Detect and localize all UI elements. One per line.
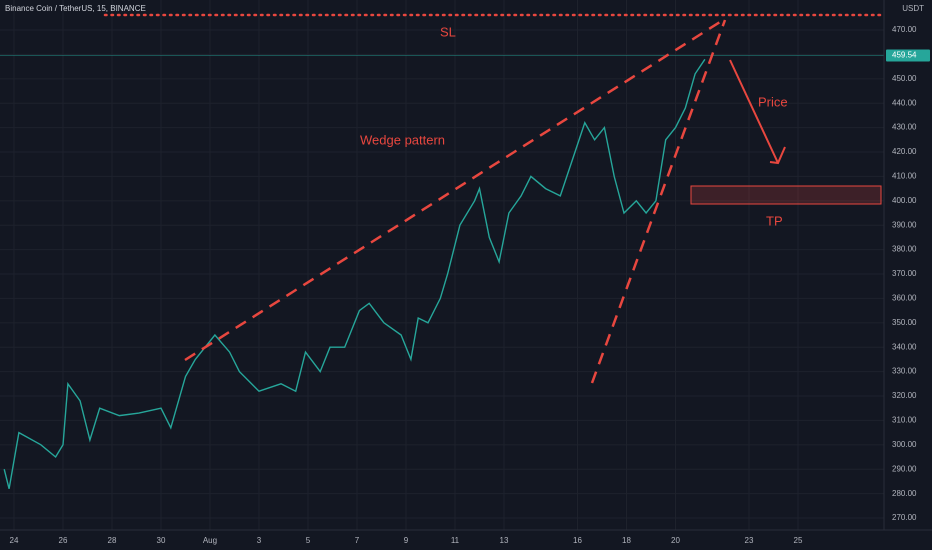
sl-label: SL <box>440 24 456 39</box>
x-tick-label: 11 <box>451 536 460 545</box>
wedge-lower <box>590 19 727 384</box>
y-tick-label: 400.00 <box>892 196 917 205</box>
y-tick-label: 320.00 <box>892 391 917 400</box>
y-tick-label: 430.00 <box>892 123 917 132</box>
y-tick-label: 290.00 <box>892 464 917 473</box>
y-tick-label: 300.00 <box>892 440 917 449</box>
x-tick-label: 9 <box>404 536 409 545</box>
y-tick-label: 340.00 <box>892 342 917 351</box>
x-tick-label: Aug <box>203 536 217 545</box>
y-tick-label: 440.00 <box>892 98 917 107</box>
last-price-tag <box>886 49 930 62</box>
x-tick-label: 30 <box>157 536 166 545</box>
x-tick-label: 16 <box>573 536 582 545</box>
tp-box <box>690 185 882 205</box>
y-tick-label: 390.00 <box>892 220 917 229</box>
x-tick-label: 7 <box>355 536 360 545</box>
y-tick-label: 330.00 <box>892 367 917 376</box>
price-label: Price <box>758 94 788 109</box>
x-tick-label: 24 <box>10 536 19 545</box>
price-line <box>3 58 706 489</box>
y-tick-label: 450.00 <box>892 74 917 83</box>
x-tick-label: 5 <box>306 536 311 545</box>
plot <box>0 55 884 489</box>
chart-title: Binance Coin / TetherUS, 15, BINANCE <box>5 4 146 13</box>
y-tick-label: 410.00 <box>892 172 917 181</box>
tp-label: TP <box>766 213 783 228</box>
y-tick-label: 350.00 <box>892 318 917 327</box>
x-tick-label: 28 <box>108 536 117 545</box>
x-tick-label: 23 <box>745 536 754 545</box>
wedge-label: Wedge pattern <box>360 132 445 147</box>
y-axis-label: USDT <box>902 4 924 13</box>
last-price-value: 459.54 <box>892 51 917 60</box>
x-tick-label: 13 <box>500 536 509 545</box>
x-tick-label: 18 <box>622 536 631 545</box>
x-tick-label: 3 <box>257 536 262 545</box>
x-tick-label: 20 <box>671 536 680 545</box>
y-tick-label: 380.00 <box>892 245 917 254</box>
x-tick-label: 26 <box>59 536 68 545</box>
y-tick-label: 420.00 <box>892 147 917 156</box>
y-tick-label: 470.00 <box>892 25 917 34</box>
wedge-upper <box>184 20 721 362</box>
y-tick-label: 310.00 <box>892 416 917 425</box>
y-tick-label: 270.00 <box>892 513 917 522</box>
y-tick-label: 370.00 <box>892 269 917 278</box>
y-tick-label: 280.00 <box>892 489 917 498</box>
y-tick-label: 360.00 <box>892 294 917 303</box>
axes: 270.00 280.00 290.00 300.00 310.00 320.00 330.… <box>10 25 930 545</box>
price-arrow <box>729 59 786 165</box>
x-tick-label: 25 <box>794 536 803 545</box>
